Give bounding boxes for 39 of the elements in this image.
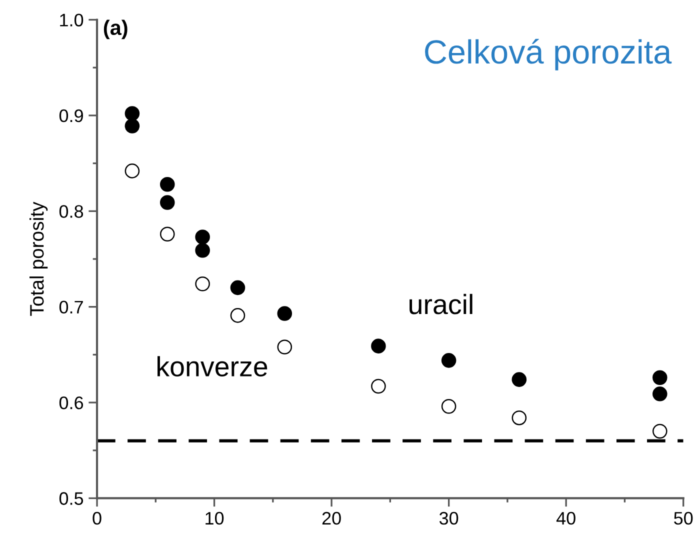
- y-tick-label: 0.5: [59, 492, 84, 505]
- y-tick-label: 0.9: [59, 109, 83, 122]
- point: [195, 230, 210, 244]
- point: [652, 386, 668, 402]
- point: [195, 242, 210, 258]
- point: [160, 195, 175, 210]
- point: [124, 106, 140, 121]
- y-tick-label: 0.6: [59, 396, 84, 410]
- point: [512, 372, 527, 387]
- y-tick-label: 1.0: [60, 14, 84, 26]
- point: [195, 276, 210, 292]
- x-tick-label: 20: [322, 512, 341, 525]
- point: [652, 424, 668, 439]
- point: [512, 410, 527, 426]
- point: [124, 118, 140, 134]
- text: Celková porozita: [425, 38, 672, 70]
- point: [277, 340, 292, 354]
- x-tick-label: 40: [556, 512, 576, 525]
- point: [441, 398, 456, 414]
- point: [230, 280, 246, 296]
- point: [160, 226, 175, 242]
- point: [441, 353, 456, 368]
- point: [230, 308, 246, 323]
- y-tick-label: 0.8: [59, 205, 84, 218]
- annotation: uracil: [410, 294, 472, 314]
- point: [371, 338, 386, 354]
- point: [160, 176, 175, 192]
- x-tick-label: 50: [674, 512, 693, 525]
- point: [371, 378, 386, 394]
- point: [652, 370, 668, 386]
- annotation: konverze: [158, 356, 268, 376]
- x-tick-label: 30: [439, 512, 458, 525]
- x-tick-label: 0: [92, 512, 102, 525]
- y-axis-title: Total porosity: [29, 202, 48, 316]
- annotation: (a): [104, 20, 128, 40]
- point: [124, 164, 140, 178]
- y-tick-label: 0.7: [59, 300, 83, 314]
- x-tick-label: 10: [206, 512, 224, 525]
- point: [277, 306, 292, 321]
